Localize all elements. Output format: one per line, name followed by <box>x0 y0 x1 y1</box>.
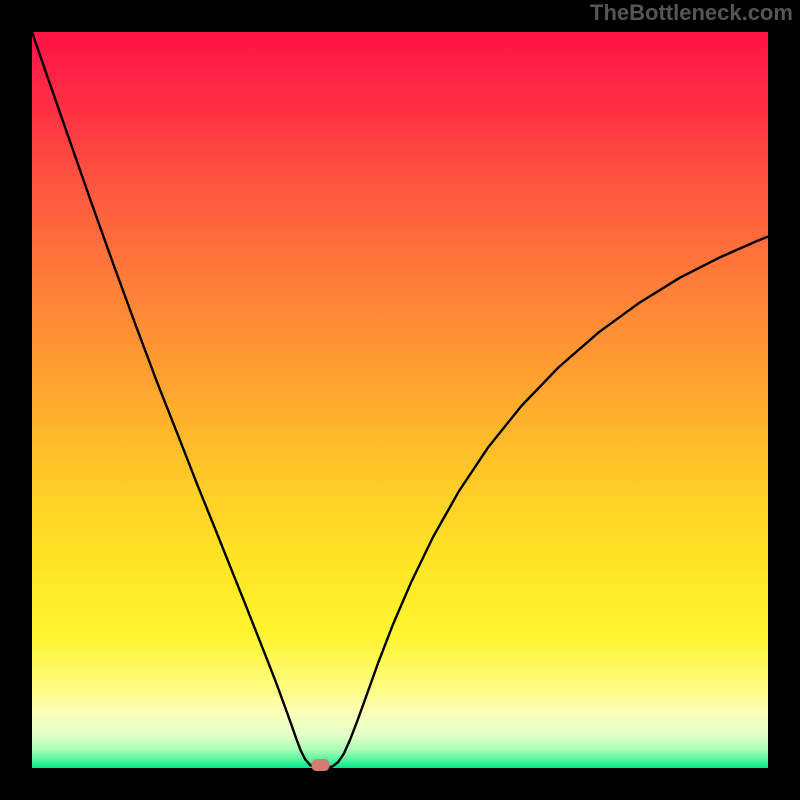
watermark-text: TheBottleneck.com <box>590 0 793 26</box>
chart-background <box>32 32 768 768</box>
optimal-point-marker <box>312 759 330 771</box>
bottleneck-chart <box>0 0 800 800</box>
